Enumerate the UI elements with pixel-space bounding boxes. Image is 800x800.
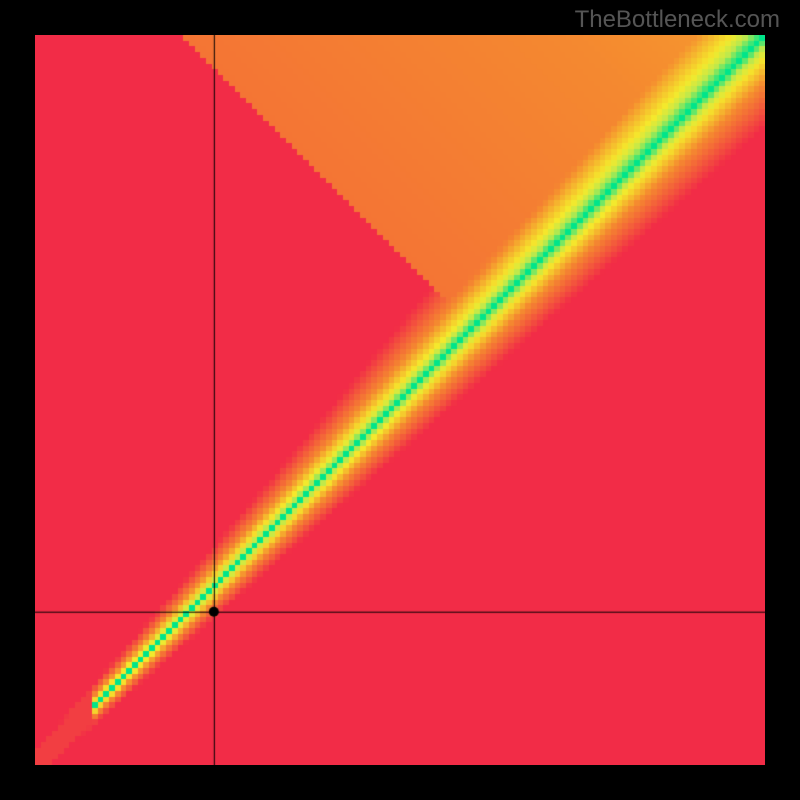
heatmap-plot bbox=[35, 35, 765, 765]
watermark-text: TheBottleneck.com bbox=[575, 6, 780, 34]
heatmap-canvas bbox=[35, 35, 765, 765]
chart-container: TheBottleneck.com bbox=[0, 0, 800, 800]
